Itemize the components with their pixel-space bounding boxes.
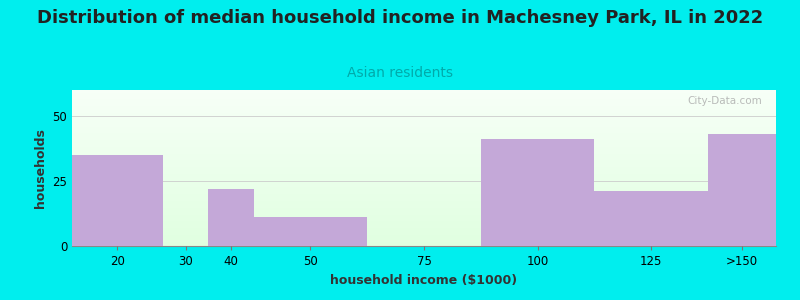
Bar xyxy=(708,134,776,246)
Text: Distribution of median household income in Machesney Park, IL in 2022: Distribution of median household income … xyxy=(37,9,763,27)
X-axis label: household income ($1000): household income ($1000) xyxy=(330,274,518,286)
Text: City-Data.com: City-Data.com xyxy=(687,96,762,106)
Bar xyxy=(208,189,254,246)
Text: Asian residents: Asian residents xyxy=(347,66,453,80)
Bar xyxy=(594,191,708,246)
Y-axis label: households: households xyxy=(34,128,46,208)
Bar xyxy=(72,155,163,246)
Bar xyxy=(254,218,367,246)
Bar xyxy=(481,140,594,246)
